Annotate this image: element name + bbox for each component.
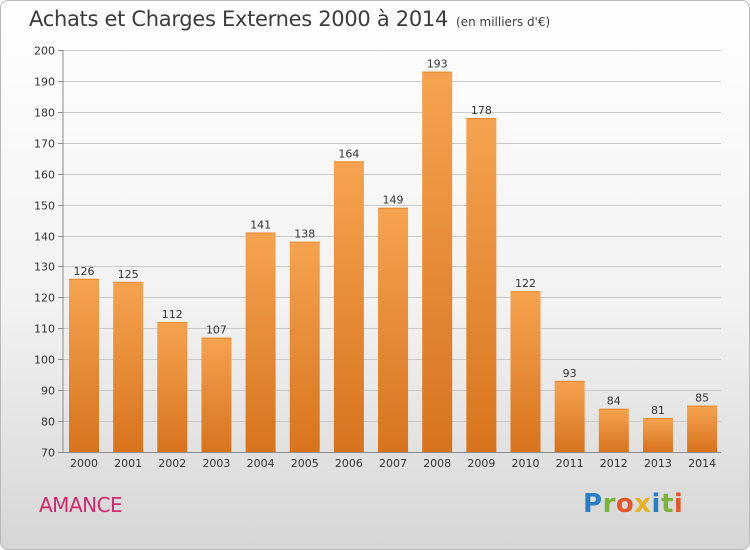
- x-tick-label: 2012: [600, 457, 628, 470]
- data-label: 93: [563, 367, 577, 380]
- data-label: 178: [471, 104, 492, 117]
- data-label: 81: [651, 404, 665, 417]
- logo-letter: P: [583, 489, 603, 519]
- logo-letter: i: [673, 489, 684, 519]
- data-label: 126: [74, 265, 95, 278]
- x-tick-label: 2007: [379, 457, 407, 470]
- y-tick-label: 180: [34, 107, 55, 120]
- data-label: 141: [250, 218, 271, 231]
- x-tick-label: 2000: [70, 457, 98, 470]
- bar: [642, 417, 673, 452]
- y-tick-label: 130: [34, 261, 55, 274]
- bar: [687, 405, 718, 452]
- x-tick-label: 2008: [423, 457, 451, 470]
- bar: [554, 380, 585, 452]
- x-tick-label: 2002: [158, 457, 186, 470]
- y-tick-label: 110: [34, 323, 55, 336]
- y-tick-label: 160: [34, 169, 55, 182]
- data-label: 112: [162, 308, 183, 321]
- x-tick-label: 2005: [291, 457, 319, 470]
- bar: [333, 161, 364, 453]
- data-label: 85: [695, 392, 709, 405]
- x-tick-label: 2006: [335, 457, 363, 470]
- logo-letter: r: [602, 489, 616, 519]
- bar: [598, 408, 629, 452]
- y-tick-label: 120: [34, 292, 55, 305]
- bar: [510, 291, 541, 452]
- bar: [378, 207, 409, 452]
- x-tick-label: 2010: [512, 457, 540, 470]
- x-tick-label: 2014: [688, 457, 716, 470]
- x-tick-label: 2011: [556, 457, 584, 470]
- y-tick-label: 80: [41, 416, 55, 429]
- y-tick-label: 70: [41, 447, 55, 460]
- y-tick-label: 150: [34, 200, 55, 213]
- proxiti-logo[interactable]: Proxiti: [583, 489, 683, 519]
- town-name: AMANCE: [39, 493, 123, 517]
- chart-subtitle: (en milliers d'€): [456, 15, 551, 29]
- data-label: 138: [294, 228, 315, 241]
- logo-letter: x: [634, 489, 652, 519]
- bar: [69, 278, 99, 452]
- y-tick-label: 100: [34, 354, 55, 367]
- bars: 126 125 112 107 141 138 164 149 193 178 122 93 84 81 8…: [69, 58, 718, 453]
- y-tick-label: 190: [34, 76, 55, 89]
- bar: [466, 118, 497, 453]
- data-label: 107: [206, 324, 227, 337]
- data-label: 122: [515, 277, 536, 290]
- data-label: 164: [338, 147, 359, 160]
- chart-title: Achats et Charges Externes 2000 à 2014 (e…: [29, 7, 550, 31]
- data-label: 149: [383, 194, 404, 207]
- bar: [201, 337, 232, 452]
- bar: [245, 232, 276, 452]
- bar: [289, 241, 320, 452]
- x-tick-label: 2004: [247, 457, 275, 470]
- logo-letter: t: [660, 489, 674, 519]
- y-tick-label: 140: [34, 231, 55, 244]
- data-label: 125: [118, 268, 139, 281]
- logo-letter: o: [615, 489, 635, 519]
- x-tick-label: 2001: [114, 457, 142, 470]
- y-tick-label: 90: [41, 385, 55, 398]
- data-label: 84: [607, 395, 621, 408]
- y-tick-label: 200: [34, 45, 55, 58]
- x-tick-label: 2009: [467, 457, 495, 470]
- chart-title-text: Achats et Charges Externes 2000 à 2014: [29, 7, 449, 31]
- bar: [157, 322, 188, 452]
- y-tick-label: 170: [34, 138, 55, 151]
- x-axis: 2000 2001 2002 2003 2004 2005 2006 2007 2008 2009…: [63, 452, 721, 470]
- x-tick-label: 2013: [644, 457, 672, 470]
- logo-letter: i: [651, 489, 661, 519]
- x-tick-label: 2003: [202, 457, 230, 470]
- data-label: 193: [427, 58, 448, 71]
- bar: [113, 281, 144, 452]
- y-axis: 70 80 90 100 110 120 130 140 150 160 170 180 190 200: [34, 45, 64, 460]
- bar: [422, 71, 453, 453]
